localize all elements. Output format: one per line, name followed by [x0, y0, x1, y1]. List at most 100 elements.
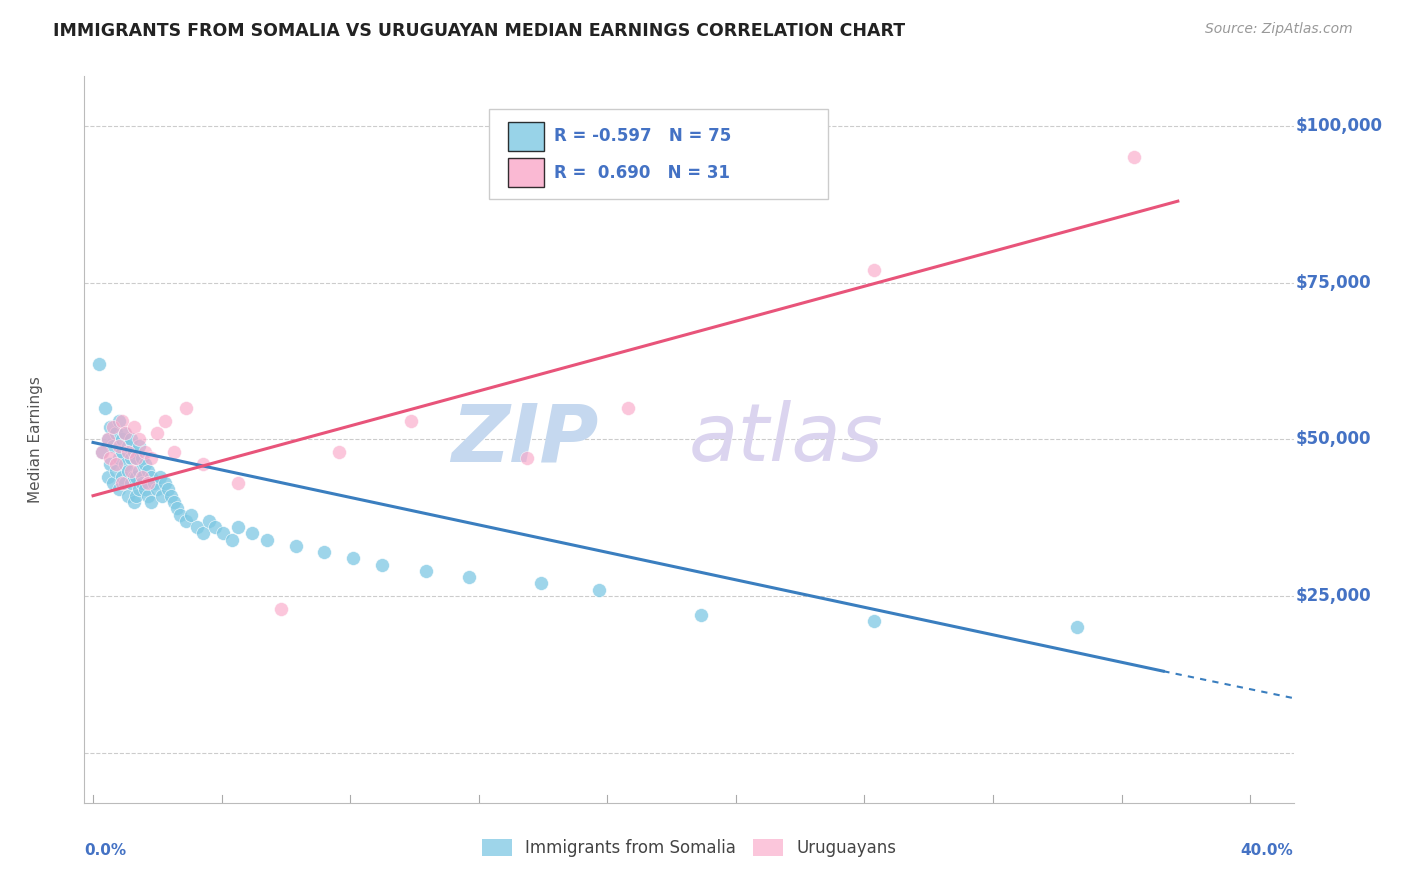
Point [221, 533, 243, 547]
Point [100, 458, 122, 472]
Text: IMMIGRANTS FROM SOMALIA VS URUGUAYAN MEDIAN EARNINGS CORRELATION CHART: IMMIGRANTS FROM SOMALIA VS URUGUAYAN MED… [53, 22, 905, 40]
Point [117, 464, 139, 478]
Point [96, 432, 118, 446]
Point [108, 483, 131, 497]
Text: $75,000: $75,000 [1296, 274, 1372, 292]
Point [155, 476, 177, 491]
Point [122, 445, 145, 459]
Text: $25,000: $25,000 [1296, 587, 1372, 605]
Point [157, 483, 180, 497]
Point [617, 401, 640, 415]
Text: Source: ZipAtlas.com: Source: ZipAtlas.com [1205, 22, 1353, 37]
Point [863, 614, 886, 628]
Point [148, 470, 170, 484]
Point [131, 476, 153, 491]
Point [328, 445, 350, 459]
Point [516, 451, 538, 466]
Point [134, 445, 156, 459]
Point [128, 483, 150, 497]
Point [136, 476, 159, 491]
Text: R = -0.597   N = 75: R = -0.597 N = 75 [554, 128, 731, 145]
FancyBboxPatch shape [508, 121, 544, 151]
Point [128, 432, 150, 446]
Point [186, 520, 208, 534]
Point [191, 526, 214, 541]
Point [240, 526, 263, 541]
Point [108, 451, 131, 466]
Point [120, 476, 142, 491]
Point [90, 445, 112, 459]
Point [114, 425, 136, 440]
Point [134, 458, 156, 472]
Text: $100,000: $100,000 [1296, 117, 1384, 135]
Point [105, 425, 128, 440]
Point [270, 601, 292, 615]
Text: R =  0.690   N = 31: R = 0.690 N = 31 [554, 163, 730, 181]
Point [131, 451, 153, 466]
Point [122, 470, 145, 484]
Point [166, 501, 188, 516]
Point [371, 558, 394, 572]
Point [139, 470, 162, 484]
Point [122, 419, 145, 434]
Point [128, 439, 150, 453]
Point [1066, 620, 1088, 634]
Point [114, 458, 136, 472]
Point [103, 439, 125, 453]
Point [120, 464, 142, 478]
Point [174, 514, 197, 528]
Point [226, 476, 249, 491]
Text: atlas: atlas [689, 401, 883, 478]
Point [122, 495, 145, 509]
FancyBboxPatch shape [508, 158, 544, 187]
Text: Median Earnings: Median Earnings [28, 376, 44, 503]
Text: $50,000: $50,000 [1296, 430, 1371, 449]
Point [284, 539, 307, 553]
Point [458, 570, 481, 584]
Point [136, 464, 159, 478]
Point [314, 545, 336, 559]
Point [128, 464, 150, 478]
Point [125, 451, 148, 466]
Point [174, 401, 197, 415]
Point [139, 451, 162, 466]
Point [136, 489, 159, 503]
Point [256, 533, 278, 547]
Point [105, 458, 128, 472]
Point [160, 489, 183, 503]
Point [111, 432, 134, 446]
Point [399, 413, 422, 427]
Point [145, 483, 167, 497]
Point [415, 564, 437, 578]
Point [96, 470, 118, 484]
Point [139, 495, 162, 509]
Point [114, 425, 136, 440]
Text: 0.0%: 0.0% [84, 843, 127, 858]
Point [103, 476, 125, 491]
Point [108, 413, 131, 427]
Point [117, 445, 139, 459]
Point [100, 419, 122, 434]
Point [125, 489, 148, 503]
Point [588, 582, 610, 597]
Point [120, 451, 142, 466]
Point [530, 576, 553, 591]
Point [108, 439, 131, 453]
Point [120, 432, 142, 446]
Point [134, 483, 156, 497]
Point [180, 508, 202, 522]
Point [191, 458, 214, 472]
Point [111, 470, 134, 484]
Legend: Immigrants from Somalia, Uruguayans: Immigrants from Somalia, Uruguayans [475, 832, 903, 863]
Point [125, 451, 148, 466]
Point [163, 445, 186, 459]
Point [111, 413, 134, 427]
Point [117, 489, 139, 503]
Point [689, 607, 711, 622]
Point [204, 520, 226, 534]
Point [103, 419, 125, 434]
Point [155, 413, 177, 427]
Point [96, 432, 118, 446]
FancyBboxPatch shape [489, 109, 828, 200]
Point [105, 464, 128, 478]
